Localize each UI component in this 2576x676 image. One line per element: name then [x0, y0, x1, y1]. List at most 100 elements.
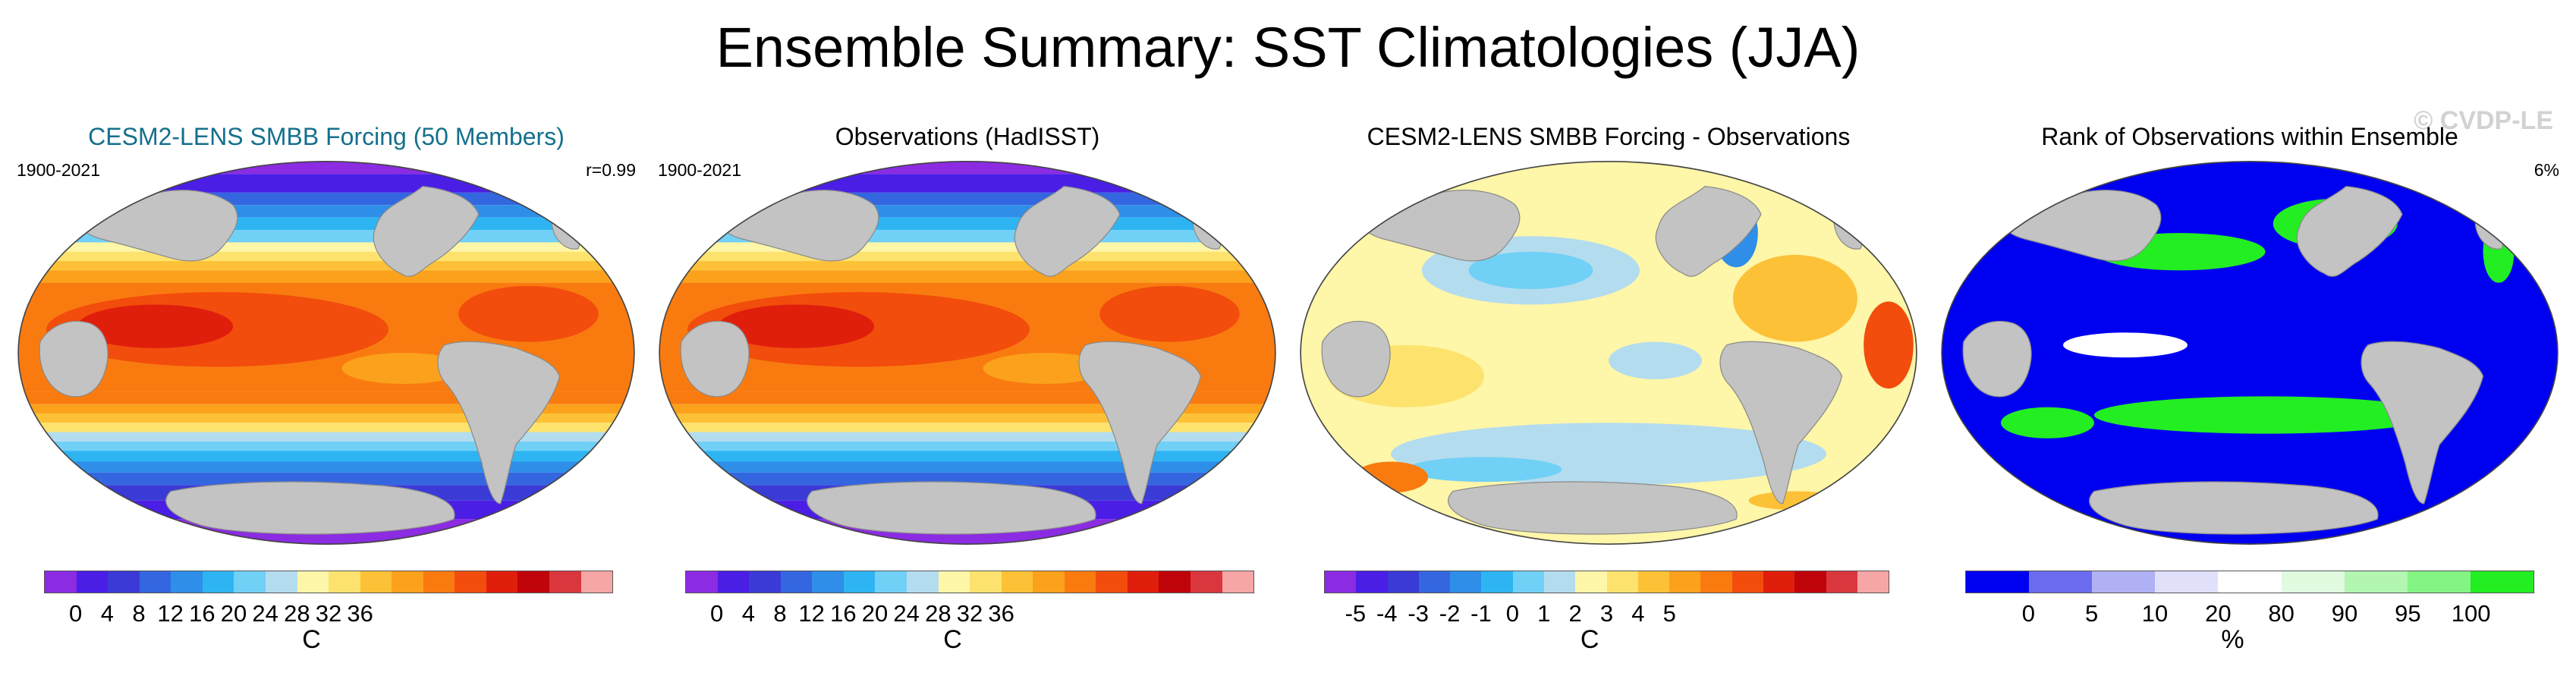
colorbar-tick-label: 20 [2205, 600, 2232, 627]
landmass [373, 186, 480, 277]
landmass [165, 481, 455, 535]
colorbar-tick-label: 24 [252, 600, 278, 627]
colorbar-tick-label: 10 [2141, 600, 2169, 627]
period-label: 1900-2021 [658, 160, 741, 180]
colorbar-tick-label: 5 [2085, 600, 2099, 627]
colorbar-swatch [1033, 571, 1065, 593]
world-map [659, 161, 1276, 545]
colorbar-swatch [938, 571, 970, 593]
colorbar-tick-label: 16 [189, 600, 215, 627]
landmass [39, 320, 109, 398]
landmass [680, 320, 750, 398]
colorbar-tick-label: 20 [861, 600, 889, 627]
colorbar-swatch [1794, 571, 1826, 593]
colorbar [1324, 571, 1889, 593]
colorbar-tick-label: 16 [830, 600, 857, 627]
landmass [1229, 188, 1270, 272]
colorbar-swatch [906, 571, 939, 593]
colorbar-swatch [1669, 571, 1701, 593]
colorbar-swatch [1001, 571, 1033, 593]
colorbar-tick-label: 2 [1568, 600, 1582, 627]
colorbar-tick-label: 4 [741, 600, 755, 627]
colorbar-tick-label: -4 [1376, 600, 1398, 627]
colorbar-swatch [202, 571, 234, 593]
colorbar-swatch [139, 571, 171, 593]
colorbar-swatch [1222, 571, 1254, 593]
colorbar-tick-label: 4 [100, 600, 114, 627]
colorbar-tick-label: 32 [315, 600, 342, 627]
colorbar-swatch [1700, 571, 1732, 593]
colorbar-tick-label: 12 [798, 600, 825, 627]
colorbar-tick-label: 36 [347, 600, 373, 627]
colorbar-unit: C [943, 625, 962, 654]
colorbar-tick-label: -5 [1345, 600, 1367, 627]
colorbar-swatch [1763, 571, 1795, 593]
colorbar-tick-label: 1 [1537, 600, 1551, 627]
colorbar-tick-label: 12 [157, 600, 184, 627]
world-map [1941, 161, 2559, 545]
colorbar-swatch [549, 571, 581, 593]
colorbar-swatch [76, 571, 109, 593]
landmass [1078, 341, 1202, 505]
landmass [1870, 188, 1911, 272]
landmass [1321, 320, 1391, 398]
colorbar-swatch [717, 571, 750, 593]
colorbar-tick-label: 3 [1599, 600, 1614, 627]
landmass [1448, 481, 1738, 535]
colorbar-tick-label: 90 [2331, 600, 2358, 627]
landmass [1014, 186, 1121, 277]
map-border [659, 161, 1276, 545]
colorbar-swatch [1356, 571, 1388, 593]
colorbar [685, 571, 1254, 593]
colorbar-swatch [1387, 571, 1419, 593]
map-border [17, 161, 635, 545]
colorbar-tick-label: 0 [710, 600, 724, 627]
colorbar-swatch [2029, 571, 2093, 593]
colorbar-swatch [1543, 571, 1576, 593]
colorbar-swatch [2281, 571, 2345, 593]
stat-label: 6% [2534, 160, 2559, 180]
colorbar-tick-label: 95 [2395, 600, 2421, 627]
colorbar-swatch [423, 571, 455, 593]
ocean-field [1942, 161, 2558, 545]
colorbar-tick-label: 80 [2268, 600, 2294, 627]
colorbar-swatch [1512, 571, 1544, 593]
colorbar-swatch [970, 571, 1002, 593]
colorbar-tick-label: 100 [2451, 600, 2491, 627]
colorbar-swatch [749, 571, 781, 593]
colorbar-tick-label: 36 [988, 600, 1014, 627]
colorbar-swatch [580, 571, 613, 593]
colorbar-swatch [1450, 571, 1482, 593]
landmass [2361, 341, 2484, 505]
colorbar-tick-label: 0 [69, 600, 83, 627]
colorbar-swatch [329, 571, 360, 593]
map-border [1300, 161, 1917, 545]
colorbar-swatch [108, 571, 140, 593]
colorbar-swatch [1418, 571, 1451, 593]
colorbar-swatch [1606, 571, 1638, 593]
stat-label: r=0.99 [586, 160, 636, 180]
colorbar-swatch [2470, 571, 2534, 593]
colorbar-swatch [45, 571, 77, 593]
colorbar-swatch [234, 571, 266, 593]
ocean-field [659, 161, 1275, 545]
colorbar-swatch [454, 571, 486, 593]
colorbar-swatch [875, 571, 907, 593]
landmass [2512, 188, 2552, 272]
world-map [1300, 161, 1917, 545]
figure-title: Ensemble Summary: SST Climatologies (JJA… [716, 16, 1860, 79]
colorbar-unit: C [302, 625, 321, 654]
colorbar-swatch [297, 571, 329, 593]
colorbar-swatch [1159, 571, 1190, 593]
colorbar-swatch [2407, 571, 2471, 593]
world-map [17, 161, 635, 545]
colorbar-swatch [1857, 571, 1889, 593]
colorbar-swatch [1096, 571, 1128, 593]
colorbar-unit: % [2221, 625, 2244, 654]
colorbar-tick-label: 4 [1631, 600, 1645, 627]
colorbar-swatch [1127, 571, 1159, 593]
landmass [1962, 320, 2032, 398]
colorbar-swatch [686, 571, 718, 593]
colorbar-tick-label: 0 [1505, 600, 1519, 627]
colorbar-tick-label: 8 [773, 600, 787, 627]
